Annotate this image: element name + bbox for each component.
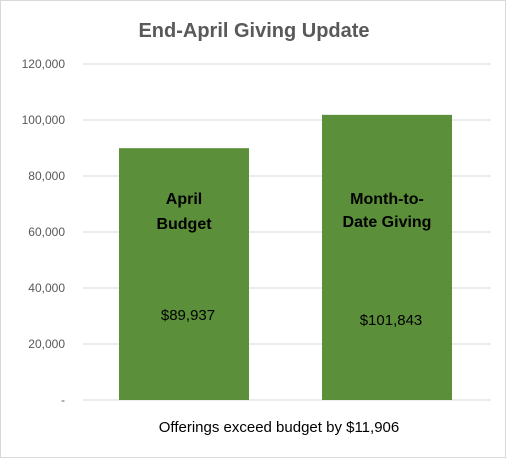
- bars: [119, 114, 452, 400]
- bar-category-label: April: [166, 191, 202, 208]
- bar-category-label: Date Giving: [343, 214, 432, 231]
- y-tick-label: -: [61, 393, 65, 407]
- chart-caption: Offerings exceed budget by $11,906: [159, 419, 399, 436]
- y-tick-label: 40,000: [28, 281, 65, 295]
- bar-category-label: Budget: [156, 216, 212, 233]
- bar: [119, 148, 249, 400]
- bar-value-label: $101,843: [360, 312, 423, 329]
- bar-labels: April Budget $89,937 Month-to- Date Giving $1…: [156, 191, 431, 329]
- bar: [322, 114, 452, 400]
- bar-category-label: Month-to-: [350, 191, 424, 208]
- y-tick-label: 120,000: [22, 57, 66, 71]
- y-tick-label: 80,000: [28, 169, 65, 183]
- y-tick-label: 60,000: [28, 225, 65, 239]
- chart-title: End-April Giving Update: [138, 20, 369, 42]
- bar-value-label: $89,937: [161, 307, 215, 324]
- y-tick-label: 20,000: [28, 337, 65, 351]
- y-axis-ticks: - 20,000 40,000 60,000 80,000 100,000 120,000: [22, 57, 66, 407]
- y-tick-label: 100,000: [22, 113, 66, 127]
